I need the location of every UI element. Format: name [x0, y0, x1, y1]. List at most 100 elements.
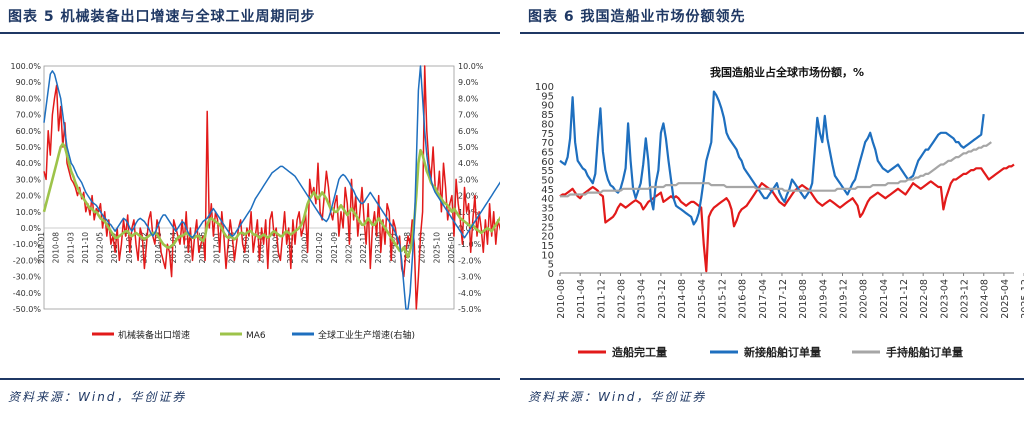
x-tick-label: 2010-08	[556, 279, 567, 319]
y-left-tick-label: -20.0%	[13, 256, 42, 265]
x-tick-label: 2023-12	[960, 279, 971, 319]
x-tick-label: 2013-04	[637, 279, 648, 319]
x-tick-label: 2021-04	[879, 279, 890, 319]
y-left-tick-label: 40.0%	[16, 159, 42, 168]
source-note: 资料来源：Wind，华创证券	[8, 390, 187, 404]
x-tick-label: 2011-12	[596, 279, 607, 319]
legend-label: 机械装备出口增速	[118, 329, 190, 341]
y-left-tick-label: 100.0%	[10, 62, 41, 71]
y-left-tick-label: 50.0%	[16, 143, 42, 152]
x-tick-label: 2019-05	[271, 232, 280, 264]
x-tick-label: 2018-10	[257, 232, 266, 264]
x-tick-label: 2012-05	[96, 232, 105, 264]
figure-panel-right: 图表 6 我国造船业市场份额领先 我国造船业占全球市场份额，% 100 95 90 85…	[520, 0, 1024, 424]
y-tick-label: 10	[541, 250, 554, 261]
chart-left: 100.0% 90.0% 80.0% 70.0% 60.0% 50.0% 40.0% 30.0…	[10, 62, 500, 341]
x-tick-label: 2021-09	[330, 232, 339, 264]
y-left-tick-label: 20.0%	[16, 192, 42, 201]
y-tick-label: 75	[541, 129, 554, 140]
x-tick-label: 2018-03	[242, 232, 251, 264]
x-tick-label: 2022-11	[359, 232, 368, 264]
source-note: 资料来源：Wind，华创证券	[528, 390, 707, 404]
y-tick-label: 100	[535, 82, 554, 93]
x-tick-label: 2017-04	[758, 279, 769, 319]
x-tick-label: 2017-08	[227, 232, 236, 264]
x-tick-label: 2010-01	[37, 232, 46, 264]
y-tick-label: 95	[541, 91, 554, 102]
y-tick-label: 0	[548, 269, 554, 280]
x-tick-label: 2014-02	[140, 232, 149, 264]
x-tick-label: 2016-06	[198, 232, 207, 264]
x-tick-label: 2020-08	[859, 279, 870, 319]
legend-label: 造船完工量	[612, 345, 667, 359]
x-tick-label: 2011-10	[81, 232, 90, 264]
y-left-tick-label: 70.0%	[16, 111, 42, 120]
series-line	[43, 65, 500, 310]
y-tick-label: 90	[541, 101, 554, 112]
y-tick-label: 40	[541, 194, 554, 205]
x-tick-label: 2019-12	[838, 279, 849, 319]
x-tick-label: 2012-08	[617, 279, 628, 319]
y-right-tick-label: 2.0%	[458, 192, 479, 201]
series-line	[559, 163, 1015, 273]
x-tick-label: 2015-04	[697, 279, 708, 319]
x-tick-label: 2023-04	[939, 279, 950, 319]
x-tick-label: 2016-08	[738, 279, 749, 319]
y-tick-label: 70	[541, 138, 554, 149]
x-tick-label: 2022-04	[345, 232, 354, 264]
x-tick-label: 2021-12	[899, 279, 910, 319]
x-tick-label: 2013-12	[657, 279, 668, 319]
x-tick-label: 2024-08	[980, 279, 991, 319]
y-tick-label: 45	[541, 185, 554, 196]
y-right-tick-label: 3.0%	[458, 175, 479, 184]
y-right-tick-label: 0.0%	[458, 224, 479, 233]
figure-panel-left: 图表 5 机械装备出口增速与全球工业周期同步 100.0% 90.0% 80.0% 7…	[0, 0, 500, 424]
y-left-tick-label: 30.0%	[16, 175, 42, 184]
y-left-tick-label: 0.0%	[21, 224, 42, 233]
y-right-tick-label: 10.0%	[458, 62, 484, 71]
x-tick-label: 2015-12	[717, 279, 728, 319]
legend-label: 新接船舶订单量	[744, 345, 821, 359]
footer-divider	[520, 378, 1024, 380]
y-right-tick-label: -2.0%	[458, 256, 482, 265]
x-tick-label: 2025-03	[418, 232, 427, 264]
y-right-tick-label: 8.0%	[458, 94, 479, 103]
y-tick-label: 80	[541, 119, 554, 130]
y-tick-label: 30	[541, 213, 554, 224]
title-divider	[520, 32, 1024, 34]
y-right-tick-label: 5.0%	[458, 143, 479, 152]
x-tick-label: 2023-06	[374, 232, 383, 264]
x-tick-label: 2011-03	[66, 232, 75, 264]
x-tick-label: 2020-07	[301, 232, 310, 264]
figure-title: 图表 6 我国造船业市场份额领先	[528, 9, 746, 25]
y-tick-label: 85	[541, 110, 554, 121]
x-tick-label: 2024-01	[388, 232, 397, 264]
x-tick-label: 2017-01	[213, 232, 222, 264]
y-right-tick-label: 4.0%	[458, 159, 479, 168]
x-tick-label: 2014-09	[154, 232, 163, 264]
x-tick-label: 2011-04	[576, 279, 587, 319]
x-tick-label: 2026-05	[447, 232, 456, 264]
x-tick-label: 2025-10	[432, 232, 441, 264]
y-tick-label: 50	[541, 176, 554, 187]
chart-title: 我国造船业占全球市场份额，%	[710, 65, 864, 79]
x-tick-label: 2025-12	[1020, 279, 1024, 319]
y-left-tick-label: -40.0%	[13, 289, 42, 298]
title-divider	[0, 32, 500, 34]
y-right-tick-label: -4.0%	[458, 289, 482, 298]
x-tick-label: 2018-08	[798, 279, 809, 319]
y-left-tick-label: 80.0%	[16, 94, 42, 103]
y-left-tick-label: 10.0%	[16, 208, 42, 217]
y-right-tick-label: -5.0%	[458, 305, 482, 314]
y-tick-label: 35	[541, 204, 554, 215]
plot-frame	[43, 65, 455, 310]
y-right-tick-label: 7.0%	[458, 111, 479, 120]
y-left-tick-label: 90.0%	[16, 78, 42, 87]
chart-right: 我国造船业占全球市场份额，%10095908580757065605550454…	[535, 65, 1024, 359]
y-right-tick-label: 6.0%	[458, 127, 479, 136]
x-tick-label: 2017-12	[778, 279, 789, 319]
series-line	[560, 141, 992, 198]
legend-label: 全球工业生产增速(右轴)	[318, 329, 415, 341]
y-tick-label: 5	[548, 260, 554, 271]
y-right-tick-label: -3.0%	[458, 273, 482, 282]
